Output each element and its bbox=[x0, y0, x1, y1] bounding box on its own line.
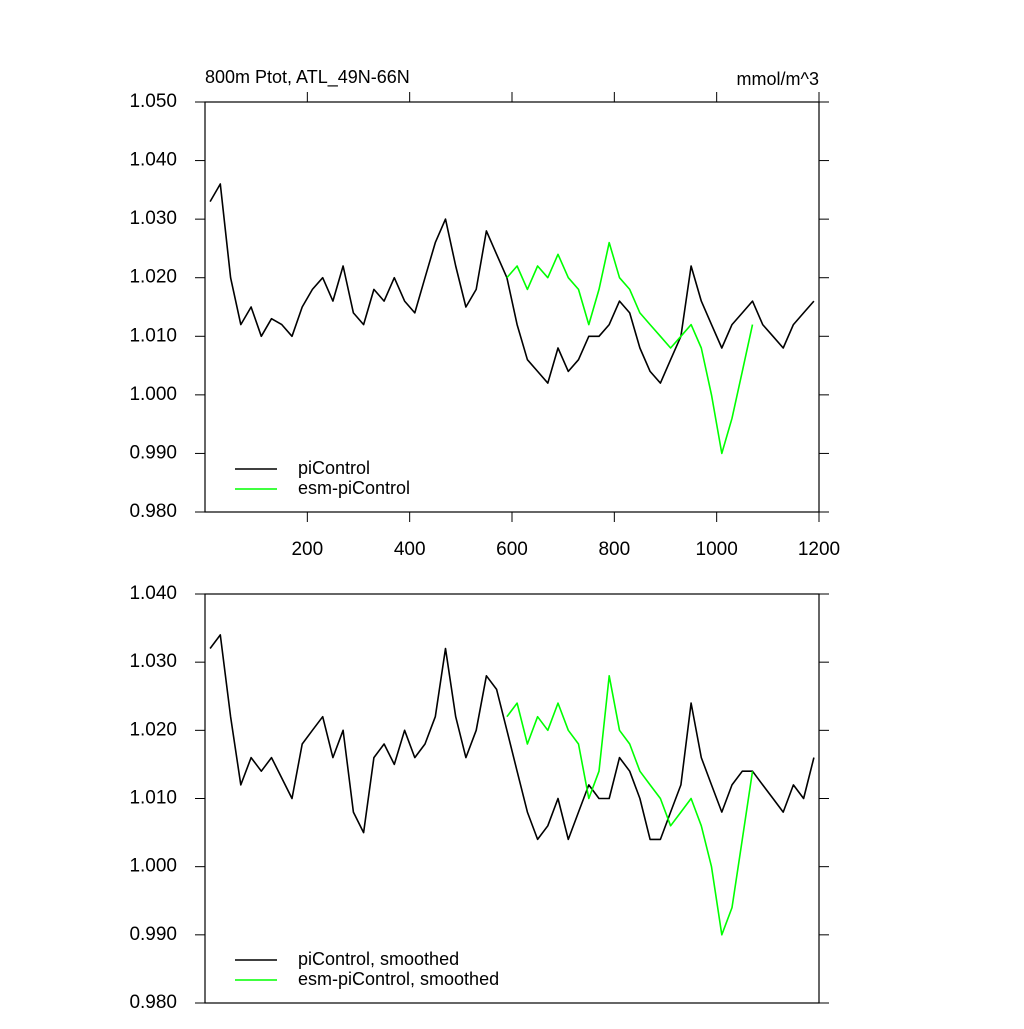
x-tick-label: 400 bbox=[394, 539, 426, 560]
y-tick-label: 1.020 bbox=[129, 267, 177, 288]
chart-title: 800m Ptot, ATL_49N-66N bbox=[205, 67, 410, 88]
x-tick-label: 600 bbox=[496, 539, 528, 560]
y-tick-label: 1.030 bbox=[129, 208, 177, 229]
y-tick-label: 1.000 bbox=[129, 384, 177, 405]
y-tick-label: 1.030 bbox=[129, 651, 177, 672]
y-tick-label: 1.040 bbox=[129, 150, 177, 171]
y-tick-label: 0.980 bbox=[129, 992, 177, 1013]
legend-label: piControl bbox=[298, 458, 370, 478]
y-tick-label: 0.990 bbox=[129, 442, 177, 463]
legend-label: esm-piControl, smoothed bbox=[298, 969, 499, 989]
data-line bbox=[209, 183, 815, 384]
x-tick-label: 1200 bbox=[798, 539, 840, 560]
data-line bbox=[506, 675, 754, 936]
data-line bbox=[209, 634, 815, 841]
plot-frame bbox=[204, 101, 820, 513]
units-label: mmol/m^3 bbox=[737, 69, 819, 89]
x-tick-label: 200 bbox=[291, 539, 323, 560]
legend-label: piControl, smoothed bbox=[298, 949, 459, 969]
y-tick-label: 1.010 bbox=[129, 325, 177, 346]
y-tick-label: 0.980 bbox=[129, 501, 177, 522]
y-tick-label: 1.050 bbox=[129, 91, 177, 112]
x-tick-label: 1000 bbox=[696, 539, 738, 560]
y-tick-label: 0.990 bbox=[129, 924, 177, 945]
x-tick-label: 800 bbox=[598, 539, 630, 560]
y-tick-label: 1.000 bbox=[129, 856, 177, 877]
y-tick-label: 1.040 bbox=[129, 583, 177, 604]
legend-label: esm-piControl bbox=[298, 478, 410, 498]
y-tick-label: 1.020 bbox=[129, 719, 177, 740]
y-tick-label: 1.010 bbox=[129, 788, 177, 809]
data-line bbox=[506, 241, 754, 455]
